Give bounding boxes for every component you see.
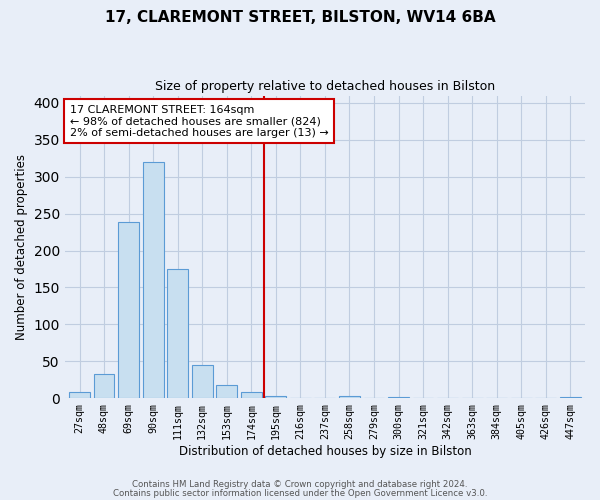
Bar bbox=[265, 396, 286, 398]
Bar bbox=[69, 392, 90, 398]
X-axis label: Distribution of detached houses by size in Bilston: Distribution of detached houses by size … bbox=[179, 444, 471, 458]
Bar bbox=[560, 396, 581, 398]
Bar bbox=[94, 374, 115, 398]
Text: 17, CLAREMONT STREET, BILSTON, WV14 6BA: 17, CLAREMONT STREET, BILSTON, WV14 6BA bbox=[104, 10, 496, 25]
Bar bbox=[241, 392, 262, 398]
Bar bbox=[217, 385, 237, 398]
Title: Size of property relative to detached houses in Bilston: Size of property relative to detached ho… bbox=[155, 80, 495, 93]
Bar bbox=[167, 269, 188, 398]
Text: Contains HM Land Registry data © Crown copyright and database right 2024.: Contains HM Land Registry data © Crown c… bbox=[132, 480, 468, 489]
Y-axis label: Number of detached properties: Number of detached properties bbox=[15, 154, 28, 340]
Text: Contains public sector information licensed under the Open Government Licence v3: Contains public sector information licen… bbox=[113, 490, 487, 498]
Bar bbox=[118, 222, 139, 398]
Bar bbox=[143, 162, 164, 398]
Bar bbox=[192, 365, 212, 398]
Text: 17 CLAREMONT STREET: 164sqm
← 98% of detached houses are smaller (824)
2% of sem: 17 CLAREMONT STREET: 164sqm ← 98% of det… bbox=[70, 104, 329, 138]
Bar bbox=[339, 396, 360, 398]
